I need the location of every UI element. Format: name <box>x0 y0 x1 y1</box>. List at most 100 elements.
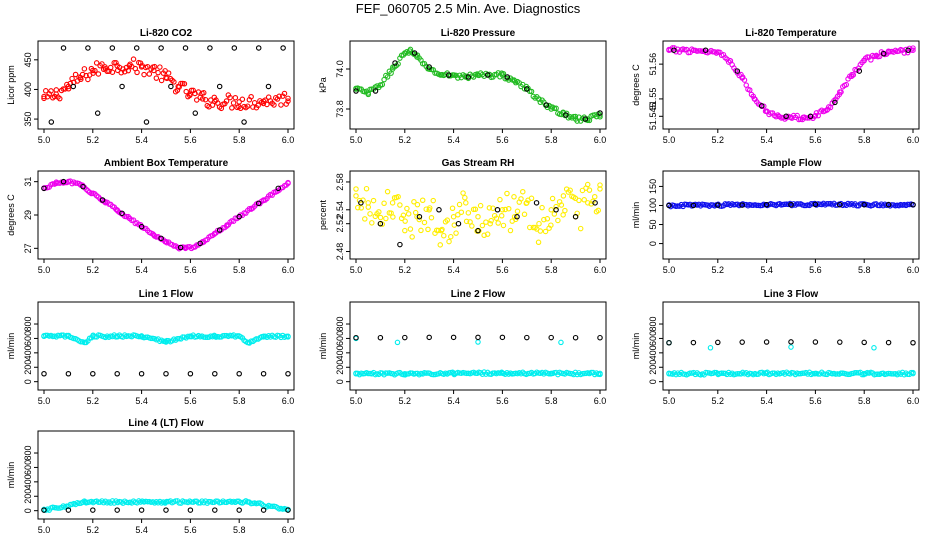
plot-panel-3: Li-820 Temperature degrees C 5.0 5.2 5.4 5.6 5… <box>631 28 920 145</box>
data-point <box>524 86 530 92</box>
plot-title: Sample Flow <box>760 158 821 169</box>
data-point <box>67 80 74 87</box>
data-point <box>72 71 79 78</box>
data-point <box>187 370 194 377</box>
data-point <box>549 195 556 202</box>
data-point <box>490 370 496 376</box>
data-point <box>521 211 528 218</box>
plot-title: Li-820 Pressure <box>441 28 516 39</box>
x-tick-label: 5.4 <box>135 265 148 275</box>
data-point <box>481 232 487 239</box>
y-tick-label: 400 <box>23 345 33 360</box>
data-point <box>880 50 887 57</box>
data-point <box>94 110 101 116</box>
plot-title: Line 2 Flow <box>451 289 506 300</box>
data-point <box>178 80 184 87</box>
data-point <box>358 200 364 206</box>
plot-ylabel: ml/min <box>318 333 328 360</box>
data-point <box>236 507 242 513</box>
data-point <box>60 178 67 185</box>
y-tick-label: 0 <box>648 241 658 246</box>
data-point <box>592 200 598 206</box>
data-point <box>548 222 554 228</box>
data-point <box>734 68 741 74</box>
data-point <box>197 240 203 247</box>
x-tick-label: 5.6 <box>184 525 197 535</box>
data-point <box>558 339 564 346</box>
data-point <box>362 216 368 222</box>
data-point <box>353 334 359 341</box>
data-point <box>53 87 60 93</box>
x-tick-label: 5.2 <box>399 135 412 145</box>
data-point <box>832 99 838 106</box>
data-point <box>535 239 542 246</box>
data-point <box>553 105 559 112</box>
data-point <box>838 89 844 95</box>
data-point <box>165 70 172 76</box>
y-tick-label: 0 <box>23 508 33 513</box>
y-tick-label: 2.58 <box>335 173 345 191</box>
data-point <box>444 217 451 223</box>
data-point <box>208 97 214 103</box>
data-point <box>812 201 819 208</box>
data-point <box>99 197 106 203</box>
plot-title: Line 1 Flow <box>139 289 194 300</box>
data-point <box>490 205 496 211</box>
x-tick-label: 5.4 <box>135 525 148 535</box>
plot-panel-8: Line 2 Flow ml/min 5.0 5.2 5.4 5.6 5.8 6.0 0 2004… <box>318 289 607 406</box>
data-point <box>202 96 209 103</box>
series-ref <box>353 50 603 122</box>
data-point <box>90 507 96 513</box>
data-point <box>426 334 432 341</box>
x-tick-label: 5.6 <box>184 396 197 406</box>
data-point <box>151 63 158 70</box>
plot-frame <box>349 40 607 130</box>
plot-frame <box>349 301 607 391</box>
x-tick-label: 6.0 <box>282 265 295 275</box>
data-point <box>114 370 120 377</box>
x-tick-label: 5.6 <box>809 135 822 145</box>
data-point <box>465 210 472 216</box>
y-tick-label: 800 <box>23 446 33 461</box>
data-point <box>193 97 200 103</box>
x-tick-label: 5.8 <box>858 396 871 406</box>
data-point <box>227 94 233 101</box>
data-point <box>850 72 857 78</box>
plot-frame <box>37 301 295 391</box>
y-tick-label: 2.54 <box>335 201 345 219</box>
data-point <box>483 219 489 225</box>
data-point <box>48 88 54 94</box>
data-point <box>838 370 844 376</box>
data-point <box>70 83 77 90</box>
data-point <box>460 190 466 196</box>
data-point <box>95 71 102 77</box>
x-tick-label: 5.8 <box>233 396 246 406</box>
data-point <box>450 334 457 341</box>
data-point <box>887 48 893 55</box>
plot-panel-6: Sample Flow ml/min 5.0 5.2 5.4 5.6 5.8 6.0 0 50 10… <box>631 158 920 275</box>
data-point <box>428 214 435 221</box>
plot-frame <box>349 170 607 260</box>
data-point <box>402 227 408 234</box>
x-tick-label: 5.0 <box>38 265 51 275</box>
data-point <box>248 93 254 100</box>
data-point <box>355 204 361 211</box>
data-point <box>255 102 261 109</box>
x-tick-label: 5.8 <box>545 135 558 145</box>
data-point <box>739 202 745 208</box>
data-point <box>157 64 163 70</box>
data-point <box>758 103 765 109</box>
data-point <box>174 335 181 342</box>
data-point <box>236 213 242 220</box>
y-tick-label: 73.8 <box>335 100 345 118</box>
data-point <box>182 45 189 51</box>
data-point <box>807 113 814 120</box>
data-point <box>843 81 850 88</box>
data-point <box>187 507 194 513</box>
x-tick-label: 5.8 <box>858 135 871 145</box>
x-tick-label: 5.2 <box>712 135 725 145</box>
x-tick-label: 5.4 <box>447 265 460 275</box>
data-point <box>230 100 237 106</box>
x-tick-label: 5.4 <box>760 265 773 275</box>
